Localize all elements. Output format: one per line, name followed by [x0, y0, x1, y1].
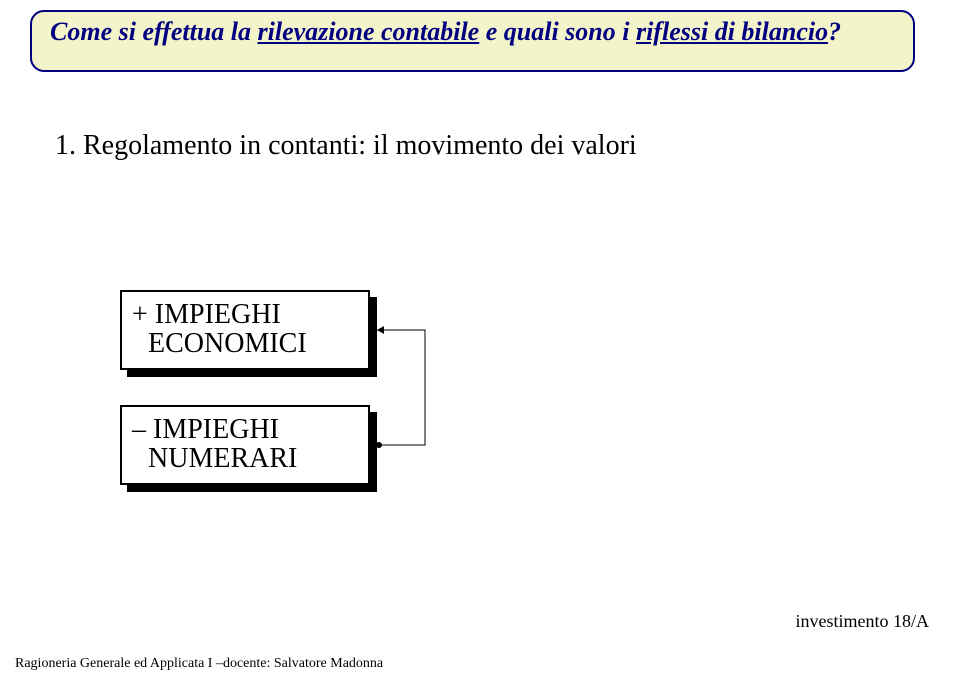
connector	[0, 0, 959, 682]
diagram: + IMPIEGHI ECONOMICI – IMPIEGHI NUMERARI	[0, 0, 959, 682]
footnote: investimento 18/A	[796, 611, 930, 632]
slide: Come si effettua la rilevazione contabil…	[0, 0, 959, 682]
footer: Ragioneria Generale ed Applicata I –doce…	[15, 656, 383, 672]
